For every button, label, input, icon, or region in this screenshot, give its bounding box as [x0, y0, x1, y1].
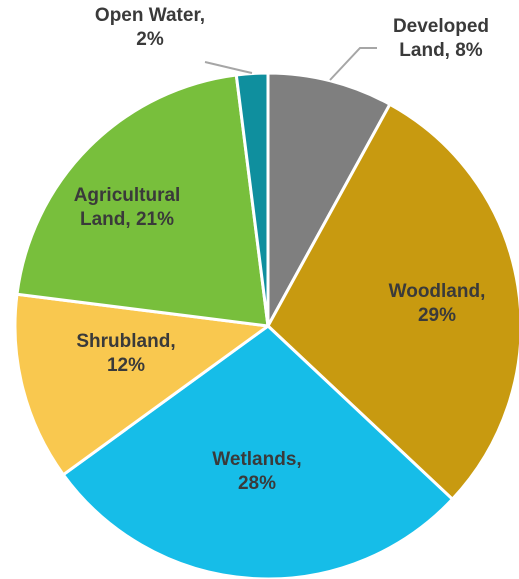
data-label-line: 12%: [107, 355, 145, 376]
data-label-line: Land, 21%: [80, 209, 174, 230]
leader-lines-layer: [204, 47, 377, 81]
data-label-line: Agricultural: [74, 185, 181, 206]
data-label-woodland: Woodland, 29%: [389, 281, 486, 326]
data-label-line: Land, 8%: [399, 40, 483, 61]
data-label-agricultural-land: Agricultural Land, 21%: [74, 185, 181, 230]
data-label-wetlands: Wetlands, 28%: [212, 449, 301, 494]
data-label-line: Woodland,: [389, 281, 486, 302]
pie-slice-open-water: [234, 71, 270, 328]
leader-line-open-water: [204, 61, 253, 74]
data-label-shrubland: Shrubland, 12%: [76, 331, 175, 376]
data-label-line: Wetlands,: [212, 449, 301, 470]
data-label-line: 28%: [238, 473, 276, 494]
leader-line-developed-land: [329, 47, 377, 81]
labels-layer: Developed Land, 8% Woodland, 29% Wetlands, 28…: [74, 5, 489, 494]
data-label-line: 29%: [418, 305, 456, 326]
pie-slice-woodland: [266, 102, 519, 501]
data-label-developed-land: Developed Land, 8%: [393, 16, 489, 61]
data-label-line: Shrubland,: [76, 331, 175, 352]
pie-slice-agricultural-land: [15, 73, 270, 328]
data-label-open-water: Open Water, 2%: [95, 5, 205, 50]
data-label-line: Developed: [393, 16, 489, 37]
pie-slice-shrubland: [13, 292, 270, 477]
pie-slice-developed-land: [266, 71, 392, 328]
slices-layer: [13, 71, 519, 579]
data-label-line: 2%: [136, 29, 164, 50]
data-label-line: Open Water,: [95, 5, 205, 26]
